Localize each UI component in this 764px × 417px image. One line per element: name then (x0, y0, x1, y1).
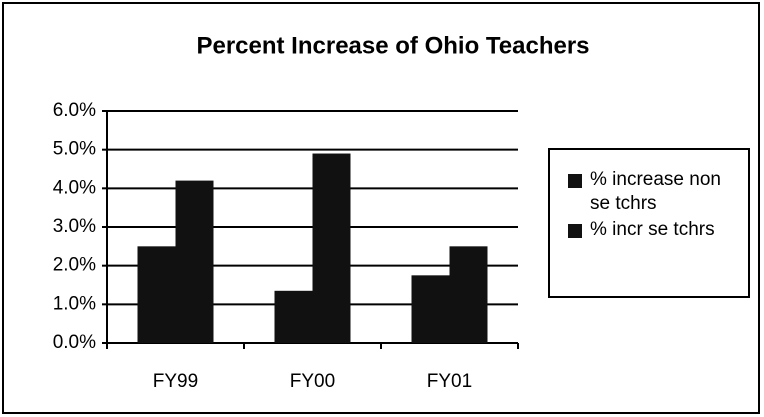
y-tick-label: 6.0% (53, 100, 96, 121)
legend-label: % incr se tchrs (590, 219, 715, 240)
y-tick-label: 3.0% (53, 216, 96, 237)
legend-entry: % incr se tchrs (568, 218, 740, 242)
legend-entry: % increase non se tchrs (568, 168, 740, 216)
bar (137, 246, 176, 343)
y-tick-label: 0.0% (53, 332, 96, 353)
bar (312, 153, 351, 343)
legend: % increase non se tchrs % incr se tchrs (548, 148, 750, 298)
bar (449, 246, 488, 343)
legend-swatch (568, 224, 582, 238)
y-tick-label: 5.0% (53, 139, 96, 160)
y-tick-label: 1.0% (53, 293, 96, 314)
bar (274, 290, 313, 343)
y-tick-label: 4.0% (53, 177, 96, 198)
bar (175, 180, 214, 343)
legend-label: % increase non se tchrs (590, 169, 721, 214)
x-tick-label: FY99 (153, 371, 198, 392)
bar (411, 275, 450, 343)
x-tick-label: FY01 (427, 371, 472, 392)
legend-swatch (568, 174, 582, 188)
chart-title: Percent Increase of Ohio Teachers (196, 32, 589, 59)
y-tick-label: 2.0% (53, 255, 96, 276)
x-tick-label: FY00 (290, 371, 335, 392)
